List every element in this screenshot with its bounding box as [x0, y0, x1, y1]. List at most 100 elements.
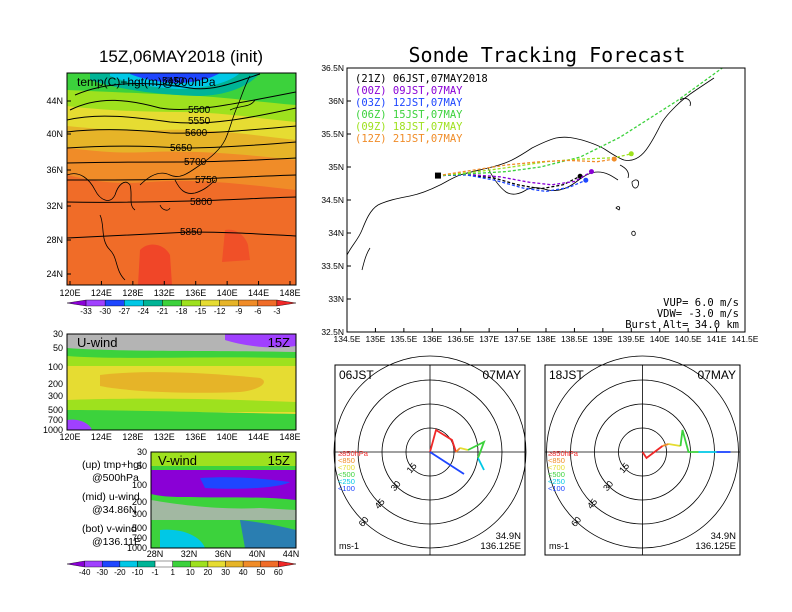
hodo-level-3: <500 [338, 470, 355, 479]
hodo-level-1: <850 [548, 456, 565, 465]
legend-line-2: (mid) u-wind [82, 491, 140, 503]
colorbar-swatch [278, 560, 297, 568]
hodo-ring-label: 45 [373, 497, 387, 511]
track-legend-item: (03Z) 12JST,07MAY [355, 97, 463, 109]
hodo-ring-label: 60 [357, 515, 371, 529]
legend-line-5: @136.11E [92, 536, 141, 548]
uwind-lon-label: 128E [122, 432, 143, 442]
colorbar-label: -40 [79, 568, 91, 577]
left-lon-label: 136E [185, 288, 206, 298]
colorbar-swatch [162, 299, 182, 307]
track-legend-item: (00Z) 09JST,07MAY [355, 85, 463, 97]
track-lon-axis: 134.5E 135E 135.5E 136E 136.5E 137E 137.5E 138E… [334, 328, 759, 344]
colorbar-label: -1 [152, 568, 160, 577]
track-lon-label: 139E [593, 334, 613, 344]
track-lat-label: 36N [328, 96, 344, 106]
hodo-lon: 136.125E [695, 541, 736, 552]
legend-line-4: (bot) v-wind [82, 523, 137, 535]
contour-label-4: 5650 [170, 143, 193, 154]
track-params: VUP= 6.0 m/s VDW= -3.0 m/s Burst Alt= 34… [625, 297, 739, 331]
colorbar-label: 1 [170, 568, 175, 577]
vwind-lat-label: 36N [215, 549, 232, 559]
hodo-unit: ms-1 [549, 541, 569, 551]
left-lon-label: 132E [154, 288, 175, 298]
vwind-p-label: 700 [132, 533, 147, 543]
track-legend-item: (09Z) 18JST,07MAY [355, 121, 463, 133]
legend-line-1: @500hPa [92, 472, 139, 484]
legend-line-0: (up) tmp+hgt [82, 459, 142, 471]
colorbar-swatch [260, 560, 279, 568]
left-map-lat-axis: 44N 40N 36N 32N 28N 24N [46, 96, 71, 279]
left-lon-label: 120E [59, 288, 80, 298]
track-lon-label: 134.5E [334, 334, 361, 344]
hodo-ring-label: 45 [585, 497, 599, 511]
vwind-lat-label: 28N [147, 549, 164, 559]
colorbar-swatch [181, 299, 201, 307]
left-lon-label: 140E [217, 288, 238, 298]
hodo-ring-label: 15 [617, 461, 631, 475]
uwind-lon-label: 120E [59, 432, 80, 442]
track-legend: (21Z) 06JST,07MAY2018(00Z) 09JST,07MAY(0… [355, 73, 488, 145]
hodo-segment-4 [477, 457, 485, 471]
hodo-unit: ms-1 [339, 541, 359, 551]
colorbar-swatch [143, 299, 163, 307]
colorbar-label: -10 [132, 568, 144, 577]
track-line-2 [437, 174, 587, 193]
hodo-level-5: <100 [548, 484, 565, 493]
hodo-segment-0 [429, 428, 457, 453]
track-lon-label: 140.5E [675, 334, 702, 344]
uwind-time: 15Z [268, 335, 290, 350]
colorbar-label: 10 [186, 568, 195, 577]
hodo-segment-1 [662, 443, 669, 447]
hodo-segment-3 [467, 440, 486, 459]
hodo-segment-5 [429, 451, 465, 475]
param-vdw: VDW= -3.0 m/s [657, 308, 739, 320]
colorbar-swatch [238, 299, 259, 307]
left-lat-label: 36N [46, 165, 63, 175]
uwind-lon-label: 136E [185, 432, 206, 442]
hodo-level-1: <850 [338, 456, 355, 465]
colorbar-swatch [219, 299, 239, 307]
vwind-p-label: 300 [132, 509, 147, 519]
hodo-time: 06JST [339, 368, 374, 382]
track-lat-label: 32.5N [321, 327, 344, 337]
track-end-5 [611, 156, 617, 162]
colorbar-label: -3 [273, 307, 281, 316]
track-lon-label: 135E [365, 334, 385, 344]
contour-label-8: 5850 [180, 227, 203, 238]
hodo-ring-label: 15 [405, 461, 419, 475]
sonde-tracks [434, 68, 724, 193]
colorbar-label: -9 [235, 307, 243, 316]
colorbar-label: -20 [114, 568, 126, 577]
uwind-plot [67, 334, 296, 430]
vwind-p-label: 50 [137, 461, 147, 471]
track-lon-label: 137E [479, 334, 499, 344]
left-lat-label: 32N [46, 201, 63, 211]
hodo-time: 18JST [549, 368, 584, 382]
left-map-title: 15Z,06MAY2018 (init) [99, 47, 263, 66]
uwind-lon-label: 140E [217, 432, 238, 442]
left-lat-label: 44N [46, 96, 63, 106]
track-line-0 [437, 174, 581, 190]
colorbar-label: -30 [96, 568, 108, 577]
colorbar-swatch [225, 560, 244, 568]
track-lat-label: 33N [328, 294, 344, 304]
track-legend-item: (12Z) 21JST,07MAY [355, 133, 463, 145]
track-lat-label: 33.5N [321, 261, 344, 271]
track-lon-label: 135.5E [390, 334, 417, 344]
left-lon-label: 144E [248, 288, 269, 298]
param-vup: VUP= 6.0 m/s [663, 297, 739, 309]
left-map-plot: 5450 5500 5550 5600 5650 5700 5750 5800 … [67, 73, 296, 285]
track-lon-label: 137.5E [504, 334, 531, 344]
vwind-plot [151, 452, 296, 548]
colorbar-swatch [190, 560, 209, 568]
contour-label-2: 5550 [188, 116, 211, 127]
launch-marker [434, 172, 441, 179]
left-lon-label: 128E [122, 288, 143, 298]
colorbar-label: -24 [138, 307, 150, 316]
hodo-date: 07MAY [698, 368, 736, 382]
vwind-lat-label: 44N [283, 549, 300, 559]
colorbar-label: 60 [274, 568, 283, 577]
track-lat-label: 34N [328, 228, 344, 238]
